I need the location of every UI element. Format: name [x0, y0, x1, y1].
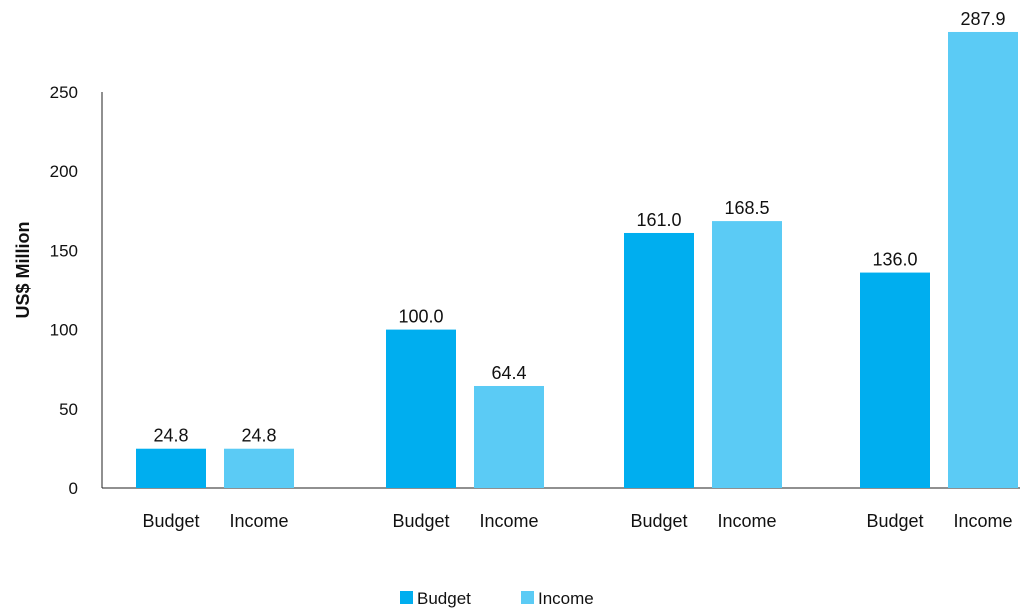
value-label: 24.8	[241, 426, 276, 446]
y-tick-label: 150	[50, 241, 78, 260]
value-labels: 24.8 24.8 100.0 64.4 161.0 168.5 136.0 287.9	[153, 9, 1005, 446]
value-label: 64.4	[491, 363, 526, 383]
y-axis: 0 50 100 150 200 250	[50, 83, 103, 498]
bar-budget	[136, 448, 206, 488]
x-category-label: Budget	[866, 511, 923, 531]
bar-budget	[860, 272, 930, 488]
value-label: 168.5	[724, 198, 769, 218]
legend-label: Income	[538, 589, 594, 608]
x-category-label: Budget	[142, 511, 199, 531]
bar-income	[948, 31, 1018, 488]
x-category-label: Income	[479, 511, 538, 531]
legend-swatch-budget	[400, 591, 413, 604]
y-axis-title: US$ Million	[13, 221, 33, 318]
bar-budget	[624, 232, 694, 488]
legend-swatch-income	[521, 591, 534, 604]
category-labels: Budget Income Budget Income Budget Income Budg…	[142, 511, 1012, 531]
bar-income	[474, 385, 544, 488]
y-tick-label: 200	[50, 162, 78, 181]
x-category-label: Income	[717, 511, 776, 531]
x-category-label: Budget	[630, 511, 687, 531]
bar-income	[712, 221, 782, 488]
y-tick-label: 0	[69, 479, 78, 498]
bar-income	[224, 448, 294, 488]
bars	[136, 31, 1018, 488]
value-label: 24.8	[153, 426, 188, 446]
y-tick-label: 250	[50, 83, 78, 102]
x-category-label: Budget	[392, 511, 449, 531]
value-label: 287.9	[960, 9, 1005, 29]
value-label: 100.0	[398, 307, 443, 327]
y-tick-label: 50	[59, 400, 78, 419]
x-category-label: Income	[229, 511, 288, 531]
legend: Budget Income	[400, 589, 594, 608]
value-label: 136.0	[872, 250, 917, 270]
bar-budget	[386, 329, 456, 488]
legend-label: Budget	[417, 589, 471, 608]
y-tick-label: 100	[50, 321, 78, 340]
value-label: 161.0	[636, 210, 681, 230]
y-ticks: 0 50 100 150 200 250	[50, 83, 78, 498]
x-category-label: Income	[953, 511, 1012, 531]
